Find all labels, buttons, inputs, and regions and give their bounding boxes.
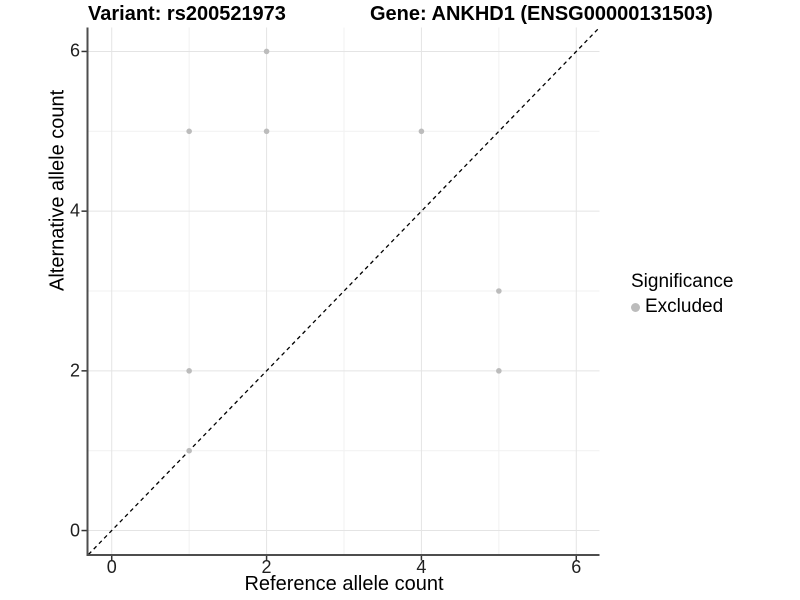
data-point: [263, 128, 270, 135]
legend-item-excluded: Excluded: [631, 296, 733, 318]
identity-dashed-line: [88, 27, 600, 555]
plot-title-variant: Variant: rs200521973: [88, 3, 286, 25]
data-point: [186, 447, 192, 454]
data-point: [496, 368, 502, 374]
x-tick-label: 4: [416, 557, 427, 577]
legend-title: Significance: [631, 271, 734, 292]
data-point: [186, 128, 192, 135]
x-axis-title: Reference allele count: [244, 573, 444, 595]
data-point: [186, 368, 192, 374]
data-point: [496, 288, 502, 294]
x-tick-label: 0: [106, 557, 117, 577]
data-point: [418, 128, 425, 135]
y-tick-label: 2: [69, 360, 80, 381]
data-point: [263, 48, 270, 55]
x-tick-label: 2: [261, 557, 272, 577]
legend-item-label: Excluded: [645, 296, 724, 317]
plot-title-gene: Gene: ANKHD1 (ENSG00000131503): [370, 3, 713, 25]
legend: Significance Excluded: [631, 271, 733, 318]
excluded-point-icon: [631, 302, 640, 312]
y-tick-label: 4: [69, 200, 80, 221]
y-tick-label: 0: [69, 520, 80, 541]
x-tick-label: 6: [571, 557, 582, 577]
y-tick-label: 6: [69, 40, 80, 61]
